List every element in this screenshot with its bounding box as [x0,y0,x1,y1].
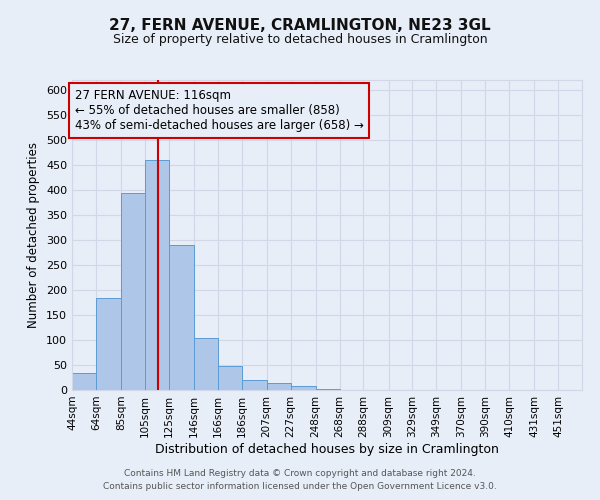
Bar [242,380,266,390]
Text: Contains HM Land Registry data © Crown copyright and database right 2024.: Contains HM Land Registry data © Crown c… [124,468,476,477]
Text: 27, FERN AVENUE, CRAMLINGTON, NE23 3GL: 27, FERN AVENUE, CRAMLINGTON, NE23 3GL [109,18,491,32]
Bar [290,386,316,390]
Bar [218,366,242,390]
Bar [72,372,96,390]
X-axis label: Distribution of detached houses by size in Cramlington: Distribution of detached houses by size … [155,442,499,456]
Text: 27 FERN AVENUE: 116sqm
← 55% of detached houses are smaller (858)
43% of semi-de: 27 FERN AVENUE: 116sqm ← 55% of detached… [74,90,364,132]
Bar [316,389,340,390]
Text: Size of property relative to detached houses in Cramlington: Size of property relative to detached ho… [113,32,487,46]
Bar [96,298,121,390]
Bar [194,338,218,390]
Bar [169,245,194,390]
Text: Contains public sector information licensed under the Open Government Licence v3: Contains public sector information licen… [103,482,497,491]
Y-axis label: Number of detached properties: Number of detached properties [28,142,40,328]
Bar [145,160,169,390]
Bar [266,382,290,390]
Bar [121,192,145,390]
